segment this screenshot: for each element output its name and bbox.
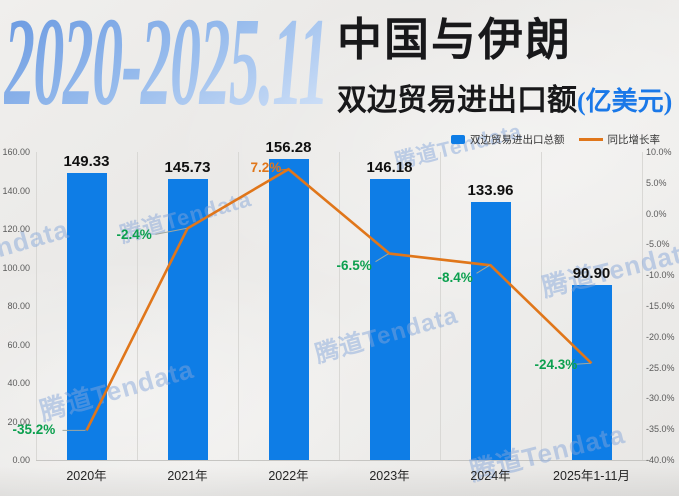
line-swatch-icon — [578, 138, 603, 141]
bar-2025年1-11月 — [571, 285, 612, 460]
bar-2020年 — [66, 172, 107, 460]
bar-value-label: 90.90 — [572, 265, 611, 283]
y-right-tick: -15.0% — [646, 301, 675, 311]
legend-item-bars[interactable]: 双边贸易进出口总额 — [451, 132, 565, 147]
bar-2024年 — [470, 202, 511, 460]
growth-rate-line — [62, 167, 593, 431]
y-left-tick: 40.00 — [7, 378, 30, 388]
bar-value-label: 146.18 — [366, 158, 413, 176]
y-right-tick: 5.0% — [646, 177, 667, 188]
gridline — [238, 152, 239, 460]
legend-label-line: 同比增长率 — [607, 134, 661, 146]
growth-rate-label: -8.4% — [437, 270, 473, 286]
legend-label-bars: 双边贸易进出口总额 — [470, 134, 565, 146]
y-right-tick: -20.0% — [646, 331, 675, 342]
gridline — [541, 152, 542, 460]
y-right-tick: -10.0% — [646, 270, 675, 281]
growth-rate-label: -24.3% — [534, 357, 578, 373]
y-left-tick: 160.00 — [2, 147, 30, 157]
label-leader-line — [278, 168, 288, 171]
gridline — [36, 152, 37, 460]
x-axis-tick: 2022年 — [268, 469, 309, 483]
bar-2022年 — [268, 159, 309, 460]
gridline — [137, 152, 138, 460]
x-axis-tick: 2020年 — [66, 469, 107, 483]
y-right-tick: -5.0% — [646, 239, 670, 250]
bar-2021年 — [167, 179, 208, 460]
bar-2023年 — [369, 178, 410, 460]
y-left-tick: 60.00 — [7, 339, 30, 350]
growth-rate-label: -35.2% — [12, 422, 56, 438]
label-leader-line — [575, 362, 591, 365]
gridline — [440, 152, 441, 460]
plot-area — [36, 152, 643, 460]
label-leader-line — [476, 264, 490, 274]
legend-item-line[interactable]: 同比增长率 — [578, 132, 661, 147]
y-right-tick: -30.0% — [646, 393, 675, 404]
growth-rate-label: -6.5% — [336, 257, 372, 273]
gridline — [339, 152, 340, 460]
y-right-tick: -35.0% — [646, 424, 675, 435]
y-left-tick: 80.00 — [7, 301, 30, 311]
bar-value-label: 145.73 — [164, 159, 211, 177]
gridline — [642, 152, 643, 460]
bar-value-label: 149.33 — [63, 152, 110, 170]
y-left-tick: 100.00 — [2, 262, 30, 273]
y-right-tick: 10.0% — [646, 147, 672, 157]
bar-value-label: 156.28 — [265, 139, 312, 157]
x-axis-line — [36, 460, 650, 461]
x-axis-tick: 2021年 — [167, 469, 208, 483]
title-block: 中国与伊朗 双边贸易进出口额(亿美元) — [337, 15, 672, 119]
title-sub: 双边贸易进出口额(亿美元) — [337, 75, 672, 119]
bar-value-label: 133.96 — [467, 182, 514, 200]
x-axis-tick: 2023年 — [369, 469, 410, 483]
label-leader-line — [155, 227, 187, 235]
y-right-tick: -25.0% — [646, 362, 675, 373]
title-year-range: 2020-2025.11 — [4, 0, 329, 132]
y-left-tick: 0.00 — [12, 455, 30, 465]
x-axis-tick: 2024年 — [470, 469, 511, 483]
y-left-tick: 20.00 — [7, 416, 30, 427]
title-main: 中国与伊朗 — [337, 15, 573, 65]
y-left-tick: 120.00 — [2, 224, 30, 234]
label-leader-line — [375, 253, 389, 263]
title-sub-text: 双边贸易进出口额 — [337, 83, 577, 117]
y-right-tick: -40.0% — [646, 455, 675, 465]
growth-rate-label: 7.2% — [250, 160, 282, 176]
bar-swatch-icon — [451, 135, 465, 144]
x-axis-tick: 2025年1-11月 — [553, 469, 630, 483]
legend: 双边贸易进出口总额 同比增长率 — [451, 132, 660, 147]
growth-rate-label: -2.4% — [116, 227, 152, 243]
title-unit: (亿美元) — [577, 86, 673, 116]
y-right-tick: 0.0% — [646, 208, 667, 219]
y-left-tick: 140.00 — [2, 185, 30, 196]
